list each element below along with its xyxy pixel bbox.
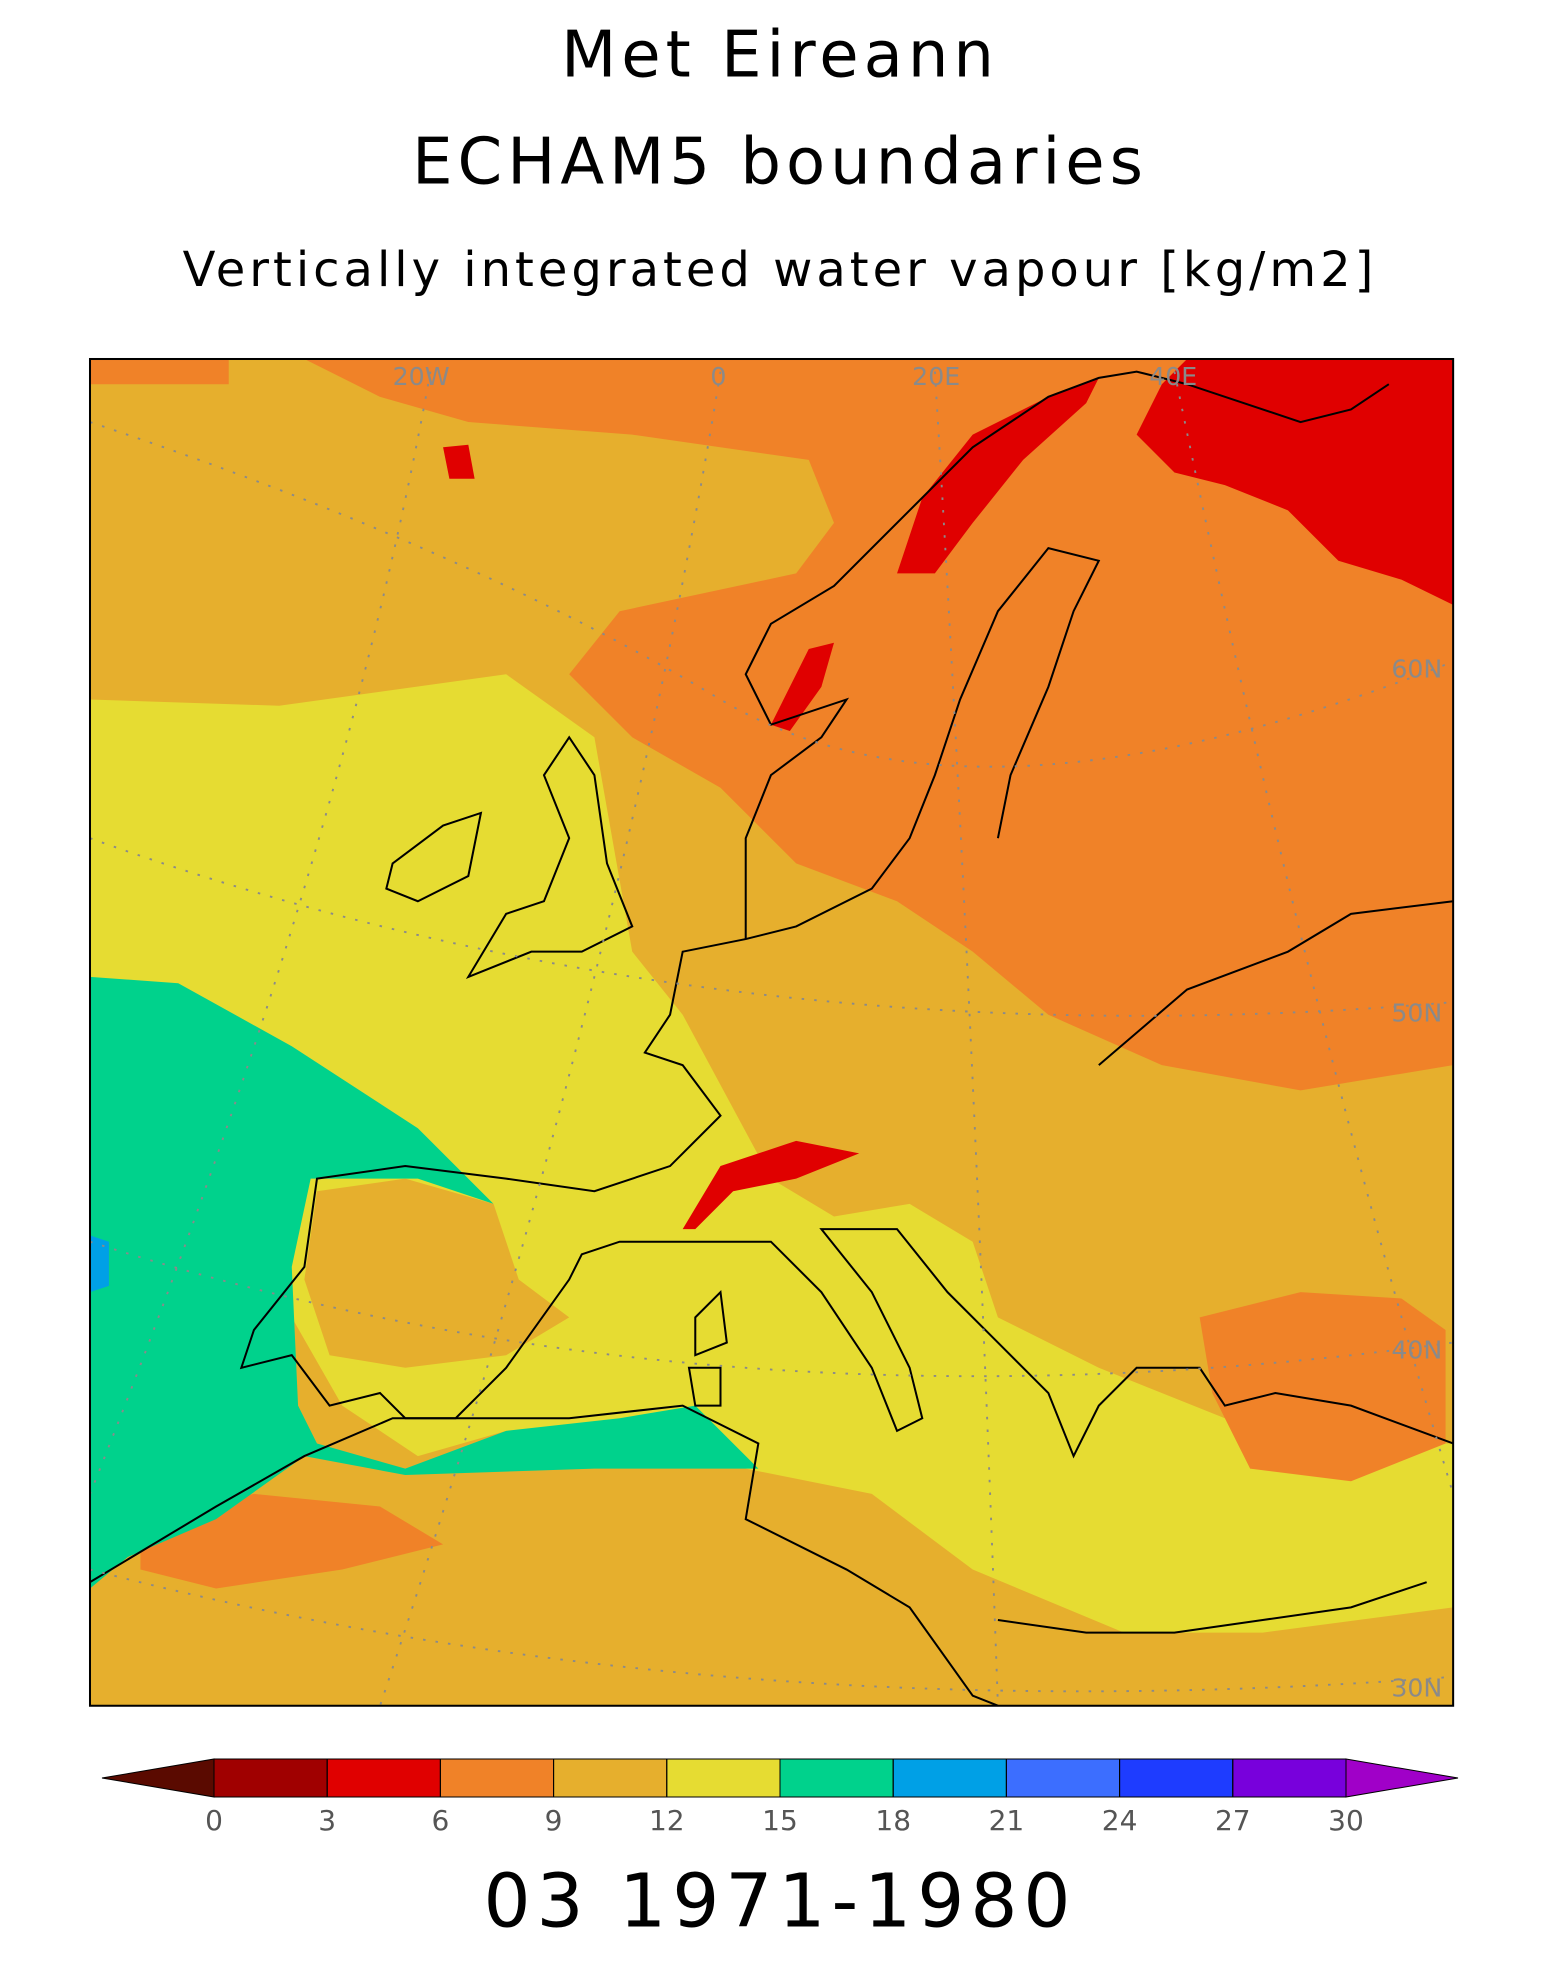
colorbar-tick-label: 18 — [875, 1804, 911, 1837]
colorbar-segment — [892, 1758, 1007, 1798]
map-label: 40N — [1391, 1335, 1442, 1364]
field-region — [1199, 1292, 1446, 1482]
colorbar-segment — [666, 1758, 781, 1798]
graticule — [89, 371, 1455, 1707]
map-label: 30N — [1391, 1673, 1442, 1702]
map-label: 60N — [1391, 654, 1442, 683]
colorbar-tick-label: 12 — [649, 1804, 685, 1837]
title: Met Eireann — [561, 19, 999, 93]
colorbar-segment — [1119, 1758, 1234, 1798]
colorbar-over — [1345, 1758, 1459, 1798]
colorbar-segment — [213, 1758, 328, 1798]
colorbar-tick-label: 15 — [762, 1804, 798, 1837]
colorbar-segment — [439, 1758, 555, 1798]
colorbar-segment — [779, 1758, 894, 1798]
field-region — [897, 377, 1099, 574]
colorbar-under — [101, 1758, 215, 1798]
colorbar-tick-label: 21 — [989, 1804, 1025, 1837]
field-region — [90, 359, 229, 385]
field-region — [443, 444, 475, 479]
field-name: Vertically integrated water vapour [kg/m… — [183, 242, 1378, 298]
field-region — [304, 1178, 570, 1368]
colorbar-tick-label: 24 — [1102, 1804, 1138, 1837]
subtitle: ECHAM5 boundaries — [412, 126, 1148, 200]
colorbar-tick-label: 27 — [1215, 1804, 1251, 1837]
colorbar-tick-label: 3 — [318, 1804, 336, 1837]
colorbar: 0 3 6 9 12 15 18 21 24 27 30 — [101, 1758, 1459, 1837]
field-region — [770, 642, 834, 731]
map-label: 20E — [912, 362, 960, 391]
map-label: 40E — [1149, 362, 1197, 391]
colorbar-segment — [1232, 1758, 1347, 1798]
field-region — [682, 1140, 860, 1230]
field-region — [90, 1235, 109, 1293]
map: 20W 0 20E 40E 60N 50N 40N 30N — [88, 357, 1455, 1707]
colorbar-tick-label: 0 — [205, 1804, 223, 1837]
field-region — [1136, 359, 1454, 605]
colorbar-tick-label: 6 — [431, 1804, 449, 1837]
field-region — [304, 359, 1454, 1091]
colorbar-tick-label: 30 — [1328, 1804, 1364, 1837]
map-label: 50N — [1391, 999, 1442, 1028]
colorbar-segment — [553, 1758, 668, 1798]
map-frame — [88, 357, 1455, 1707]
colorbar-segment — [1005, 1758, 1121, 1798]
field-region — [90, 976, 759, 1589]
map-label: 0 — [710, 362, 726, 391]
map-label: 20W — [393, 362, 450, 391]
coastlines — [89, 370, 1454, 1707]
footer: 03 1971-1980 — [483, 1859, 1076, 1945]
colorbar-segment — [326, 1758, 441, 1798]
colorbar-tick-label: 9 — [545, 1804, 563, 1837]
